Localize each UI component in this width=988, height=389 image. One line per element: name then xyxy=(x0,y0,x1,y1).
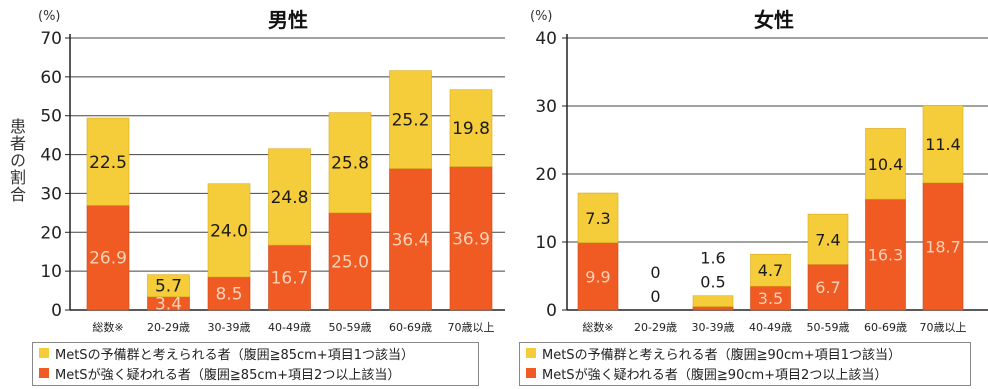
bar-suspected xyxy=(807,264,849,311)
y-tick-label: 60 xyxy=(40,68,62,88)
value-label-suspected: 16.3 xyxy=(868,246,904,265)
legend-item-prereserve-female: MetSの予備群と考えられる者（腹囲≧90cm+項目1つ該当） xyxy=(520,343,970,363)
value-label-suspected: 3.5 xyxy=(758,289,783,308)
y-tick-label: 50 xyxy=(40,107,62,127)
bar-prereserve xyxy=(328,112,372,214)
y-tick-label: 20 xyxy=(40,223,62,243)
chart-title: 女性 xyxy=(754,8,794,32)
value-label-prereserve: 25.2 xyxy=(392,111,430,131)
y-axis-label: 患者の割合 xyxy=(7,118,26,203)
legend-label-prereserve-female: MetSの予備群と考えられる者（腹囲≧90cm+項目1つ該当） xyxy=(542,347,901,363)
legend-label-suspected-male: MetSが強く疑われる者（腹囲≧85cm+項目2つ以上該当） xyxy=(55,367,401,383)
value-label-suspected: 6.7 xyxy=(815,278,840,297)
y-tick-label: 30 xyxy=(40,184,62,204)
y-unit-label: (%) xyxy=(530,9,553,24)
bar-prereserve xyxy=(449,89,493,167)
value-label-prereserve: 10.4 xyxy=(868,155,904,174)
x-category-label: 総数※ xyxy=(92,320,123,334)
bar-suspected xyxy=(577,242,619,311)
bar-suspected xyxy=(865,198,906,311)
x-category-label: 総数※ xyxy=(582,320,613,334)
y-tick-label: 10 xyxy=(40,262,62,282)
bar-prereserve xyxy=(268,148,311,246)
bar-prereserve xyxy=(692,295,734,307)
value-label-prereserve: 1.6 xyxy=(700,249,725,268)
value-label-suspected: 8.5 xyxy=(215,284,242,304)
value-label-suspected: 26.9 xyxy=(89,249,127,269)
y-tick-label: 40 xyxy=(535,29,557,49)
y-unit-label: (%) xyxy=(38,9,61,24)
bar-prereserve xyxy=(750,253,791,287)
value-label-prereserve: 25.8 xyxy=(331,154,369,174)
y-tick-label: 30 xyxy=(535,97,557,117)
value-label-suspected: 16.7 xyxy=(271,269,309,289)
value-label-suspected: 9.9 xyxy=(585,267,610,286)
bar-prereserve xyxy=(389,70,432,169)
bar-prereserve xyxy=(807,213,849,265)
value-label-suspected: 0.5 xyxy=(700,273,725,292)
y-tick-label: 10 xyxy=(535,233,557,253)
value-label-prereserve: 5.7 xyxy=(155,277,182,297)
x-category-label: 60-69歳 xyxy=(389,321,432,334)
bar-suspected xyxy=(268,244,311,311)
value-label-prereserve: 24.0 xyxy=(210,221,248,241)
chart-title: 男性 xyxy=(268,8,308,32)
value-label-prereserve: 7.4 xyxy=(815,230,840,249)
bar-prereserve xyxy=(147,274,190,298)
y-tick-label: 70 xyxy=(40,29,62,49)
value-label-suspected: 0 xyxy=(650,287,660,306)
value-label-suspected: 36.9 xyxy=(452,229,490,249)
y-tick-label: 40 xyxy=(40,146,62,166)
bar-suspected xyxy=(389,168,432,311)
value-label-prereserve: 24.8 xyxy=(271,188,309,208)
x-category-label: 70歳以上 xyxy=(920,321,967,334)
x-category-label: 40-49歳 xyxy=(268,321,311,334)
x-category-label: 50-59歳 xyxy=(807,321,850,334)
bar-suspected xyxy=(207,276,251,311)
x-category-label: 30-39歳 xyxy=(692,321,735,334)
legend-label-prereserve-male: MetSの予備群と考えられる者（腹囲≧85cm+項目1つ該当） xyxy=(55,347,414,363)
x-category-label: 50-59歳 xyxy=(329,321,372,334)
legend-item-prereserve-male: MetSの予備群と考えられる者（腹囲≧85cm+項目1つ該当） xyxy=(33,343,478,363)
value-label-prereserve: 4.7 xyxy=(758,261,783,280)
value-label-prereserve: 19.8 xyxy=(452,119,490,139)
value-label-prereserve: 7.3 xyxy=(585,209,610,228)
x-category-label: 60-69歳 xyxy=(864,321,907,334)
legend-swatch-suspected xyxy=(39,368,49,378)
bar-prereserve xyxy=(577,192,619,243)
bar-prereserve xyxy=(207,183,251,278)
bar-prereserve xyxy=(865,128,906,200)
y-tick-label: 20 xyxy=(535,165,557,185)
legend-item-suspected-female: MetSが強く疑われる者（腹囲≧90cm+項目2つ以上該当） xyxy=(520,363,970,383)
bar-suspected xyxy=(86,205,130,311)
value-label-prereserve: 0 xyxy=(650,263,660,282)
bar-suspected xyxy=(692,306,734,311)
y-tick-label: 0 xyxy=(51,301,62,321)
value-label-suspected: 36.4 xyxy=(392,230,430,250)
legend-swatch-prereserve xyxy=(526,348,536,358)
legend-label-suspected-female: MetSが強く疑われる者（腹囲≧90cm+項目2つ以上該当） xyxy=(542,367,888,383)
x-category-label: 70歳以上 xyxy=(448,321,495,334)
y-tick-label: 0 xyxy=(546,301,557,321)
value-label-prereserve: 11.4 xyxy=(925,135,961,154)
value-label-suspected: 18.7 xyxy=(925,237,961,256)
x-category-label: 30-39歳 xyxy=(208,321,251,334)
legend-swatch-suspected xyxy=(526,368,536,378)
value-label-prereserve: 22.5 xyxy=(89,153,127,173)
legend-item-suspected-male: MetSが強く疑われる者（腹囲≧85cm+項目2つ以上該当） xyxy=(33,363,478,383)
value-label-suspected: 25.0 xyxy=(331,252,369,272)
legend-swatch-prereserve xyxy=(39,348,49,358)
bar-prereserve xyxy=(922,105,964,184)
legend-male: MetSの予備群と考えられる者（腹囲≧85cm+項目1つ該当） MetSが強く疑… xyxy=(32,342,479,386)
value-label-suspected: 3.4 xyxy=(155,294,182,314)
x-category-label: 20-29歳 xyxy=(634,321,677,334)
bar-suspected xyxy=(328,212,372,311)
x-category-label: 20-29歳 xyxy=(147,321,190,334)
legend-female: MetSの予備群と考えられる者（腹囲≧90cm+項目1つ該当） MetSが強く疑… xyxy=(519,342,971,386)
x-category-label: 40-49歳 xyxy=(749,321,792,334)
bar-prereserve xyxy=(86,117,130,206)
